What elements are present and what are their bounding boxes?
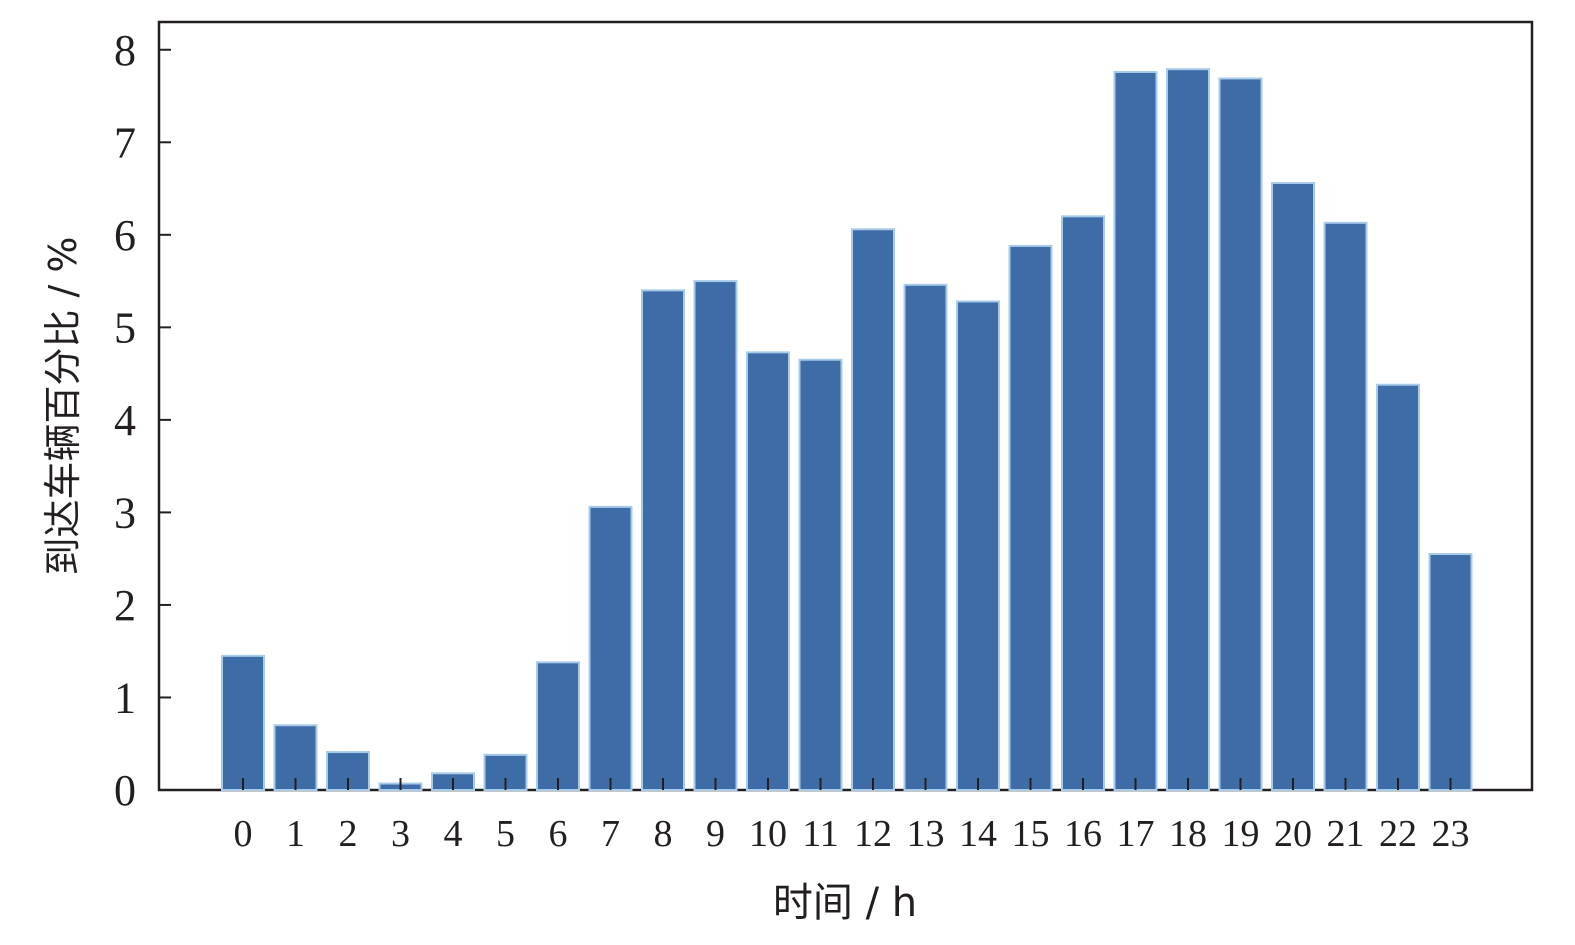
x-tick-label: 8	[654, 813, 673, 855]
bar-hour-7	[588, 505, 633, 791]
x-tick-label: 22	[1379, 813, 1417, 855]
bar-hour-8	[641, 289, 685, 791]
x-tick-label: 12	[854, 813, 892, 855]
y-tick-label: 2	[114, 581, 136, 630]
x-tick-label: 20	[1274, 813, 1312, 855]
bar-hour-19	[1218, 77, 1263, 792]
x-tick-label: 13	[907, 813, 945, 855]
x-axis-label: 时间 / h	[773, 880, 917, 926]
bar-hour-10	[746, 351, 790, 791]
x-tick-label: 18	[1169, 813, 1207, 855]
x-axis-ticks: 0 1 2 3 4 5 6 7 8 9 10 11 12 13 14 15 16 17 18 19 20 21 22 23	[234, 778, 1470, 855]
x-tick-label: 14	[959, 813, 997, 855]
y-tick-label: 7	[114, 118, 136, 167]
x-tick-label: 19	[1222, 813, 1260, 855]
x-tick-label: 7	[601, 813, 620, 855]
bar-hour-14	[956, 300, 1000, 791]
y-axis-label: 到达车辆百分比 / %	[41, 236, 85, 575]
x-tick-label: 2	[339, 813, 358, 855]
bar-hour-13	[903, 283, 948, 791]
x-tick-label: 6	[549, 813, 568, 855]
y-tick-label: 5	[114, 303, 136, 352]
y-axis-ticks: 0 1 2 3 4 5 6 7 8	[114, 26, 171, 815]
x-tick-label: 9	[706, 813, 725, 855]
y-tick-label: 8	[114, 26, 136, 75]
bar-hour-6	[536, 661, 580, 791]
bar-hour-17	[1113, 70, 1158, 792]
y-tick-label: 3	[114, 488, 136, 537]
x-tick-label: 16	[1064, 813, 1102, 855]
bar-hour-11	[798, 358, 843, 791]
bar-hour-15	[1008, 244, 1053, 791]
bar-hour-21	[1323, 221, 1368, 792]
bar-hour-23	[1428, 553, 1473, 792]
bar-hour-20	[1271, 182, 1315, 792]
x-tick-label: 4	[444, 813, 463, 855]
bars-group	[221, 68, 1473, 792]
x-tick-label: 10	[749, 813, 787, 855]
plot-frame	[157, 20, 1534, 792]
x-tick-label: 23	[1432, 813, 1470, 855]
bar-hour-22	[1376, 383, 1420, 791]
y-tick-label: 0	[114, 766, 136, 815]
y-tick-label: 6	[114, 211, 136, 260]
y-tick-label: 4	[114, 396, 136, 445]
bar-hour-0	[221, 654, 265, 791]
bar-hour-16	[1061, 215, 1105, 792]
x-tick-label: 5	[496, 813, 515, 855]
bar-hour-18	[1166, 68, 1210, 791]
x-tick-label: 11	[802, 813, 839, 855]
x-tick-label: 15	[1012, 813, 1050, 855]
x-tick-label: 17	[1117, 813, 1155, 855]
x-tick-label: 1	[286, 813, 305, 855]
y-tick-label: 1	[114, 673, 136, 722]
bar-hour-9	[693, 280, 738, 791]
x-tick-label: 0	[234, 813, 253, 855]
x-tick-label: 3	[391, 813, 410, 855]
bar-hour-12	[851, 228, 895, 792]
x-tick-label: 21	[1327, 813, 1365, 855]
